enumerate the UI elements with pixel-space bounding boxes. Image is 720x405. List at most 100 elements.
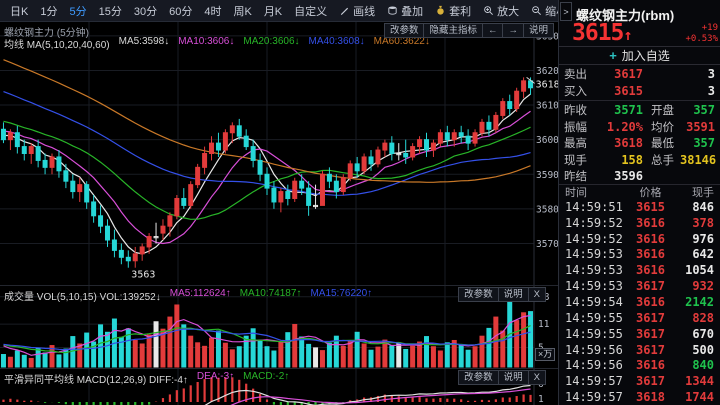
change-value: +19 [701, 23, 718, 33]
quote-label: 总手 [651, 154, 674, 167]
quote-label: 昨结 [564, 171, 587, 184]
quote-value: 3617 [614, 67, 643, 82]
period-4hour[interactable]: 4时 [198, 1, 227, 21]
tape-row[interactable]: 14:59:53 3616 642 [559, 247, 720, 263]
tape-row[interactable]: 14:59:56 3616 840 [559, 357, 720, 373]
period-4hour-label: 4时 [204, 5, 222, 18]
indicator-label: 均线 MA(5,10,20,40,60) [4, 40, 110, 51]
trade-qty: 1344 [685, 374, 714, 389]
trade-time: 14:59:53 [565, 247, 623, 262]
trade-price: 3615 [636, 199, 665, 214]
period-60min-label: 60分 [169, 5, 193, 18]
tape-row[interactable]: 14:59:56 3617 500 [559, 342, 720, 358]
trade-time: 14:59:57 [565, 390, 623, 405]
period-5min[interactable]: 5分 [63, 1, 92, 21]
volume-unit-label: ×万 [535, 348, 556, 361]
quote-value: 3615 [614, 83, 643, 98]
trade-qty: 1054 [685, 263, 714, 278]
trade-qty: 840 [692, 358, 714, 373]
pane-button-改参数[interactable]: 改参数 [458, 287, 499, 302]
tape-row[interactable]: 14:59:57 3617 1344 [559, 373, 720, 389]
tape-row[interactable]: 14:59:51 3615 846 [559, 199, 720, 215]
tape-row[interactable]: 14:59:52 3616 976 [559, 231, 720, 247]
pane-button-改参数[interactable]: 改参数 [458, 370, 499, 385]
tape-row[interactable]: 14:59:53 3617 932 [559, 278, 720, 294]
quote-label: 最低 [651, 138, 674, 151]
volume-pane[interactable]: 成交量 VOL(5,10,15) VOL:139252↓ MA5:112624↑ M… [0, 285, 558, 368]
svg-text:3580: 3580 [536, 204, 558, 215]
tape-row[interactable]: 14:59:54 3616 2142 [559, 294, 720, 310]
pane-button-说明[interactable]: 说明 [497, 370, 529, 385]
main-pane-buttons: 改参数 隐藏主指标 ← → 说明 [383, 23, 554, 38]
candlestick-pane[interactable]: 螺纹钢主力 (5分钟) 均线 MA(5,10,20,40,60) MA5:3598… [0, 22, 558, 285]
last-price: 3615↑ [572, 20, 633, 46]
volume-pane-buttons: 改参数 说明 X [458, 287, 546, 302]
quote-row: 卖出 3617 3 [559, 66, 720, 83]
tape-row[interactable]: 14:59:55 3617 828 [559, 310, 720, 326]
volume-chart[interactable]: 18115 [0, 286, 558, 368]
quote-row: 现手 158 总手 38146 [559, 152, 720, 169]
tape-row[interactable]: 14:59:53 3616 1054 [559, 262, 720, 278]
tape-row[interactable]: 14:59:55 3617 670 [559, 326, 720, 342]
panel-collapse-button[interactable]: > [560, 2, 572, 21]
draw-line-tool[interactable]: 画线 [333, 1, 381, 21]
indicator-label: MA10:74187↑ [239, 288, 302, 299]
svg-text:3600: 3600 [536, 135, 558, 146]
indicator-label: MA5:112624↑ [169, 288, 231, 299]
pane-button-改参数[interactable]: 改参数 [383, 23, 425, 38]
zoom-out-tool[interactable]: 缩小 [525, 1, 558, 21]
tape-row[interactable]: 14:59:57 3618 1744 [559, 389, 720, 405]
arbitrage-tool[interactable]: 套利 [429, 1, 477, 21]
period-week-k[interactable]: 周K [227, 1, 257, 21]
price-change: +19 +0.53% [685, 23, 718, 45]
trade-price: 3617 [636, 374, 665, 389]
pane-button-X[interactable]: X [527, 287, 546, 302]
zoom-in-tool-icon [483, 5, 494, 16]
pane-button-隐藏主指标[interactable]: 隐藏主指标 [423, 23, 483, 38]
quote-value: 357 [693, 136, 715, 151]
period-day-k[interactable]: 日K [4, 1, 34, 21]
indicator-label: MA20:3606↓ [243, 36, 300, 47]
candlestick-chart[interactable]: 363036203610360035903580357036183563 [0, 22, 558, 285]
trade-qty: 500 [692, 342, 714, 357]
period-month-k[interactable]: 月K [258, 1, 288, 21]
indicator-label: MACD:-2↑ [243, 371, 290, 382]
period-5min-label: 5分 [69, 5, 87, 18]
period-15min-label: 15分 [98, 5, 122, 18]
plus-icon: + [609, 48, 617, 63]
zoom-in-tool[interactable]: 放大 [477, 1, 525, 21]
pane-button-→[interactable]: → [502, 23, 524, 38]
indicator-label: 平滑异同平均线 MACD(12,26,9) DIFF:-4↑ [4, 375, 188, 386]
indicator-label: MA5:3598↓ [118, 36, 170, 47]
period-60min[interactable]: 60分 [163, 1, 198, 21]
tape-row[interactable]: 14:59:52 3616 378 [559, 215, 720, 231]
add-watchlist-button[interactable]: + 加入自选 [559, 46, 720, 65]
macd-pane[interactable]: 平滑异同平均线 MACD(12,26,9) DIFF:-4↑ DEA:-3↑ MAC… [0, 368, 558, 405]
period-custom[interactable]: 自定义 [288, 1, 333, 21]
trade-price: 3618 [636, 390, 665, 405]
overlay-tool-label: 叠加 [401, 5, 424, 18]
pane-button-←[interactable]: ← [481, 23, 504, 38]
arbitrage-tool-label: 套利 [449, 5, 472, 18]
trade-price: 3616 [636, 294, 665, 309]
add-watchlist-label: 加入自选 [621, 49, 670, 63]
period-15min[interactable]: 15分 [93, 1, 128, 21]
indicator-label: MA10:3606↓ [178, 36, 235, 47]
quote-row: 买入 3615 3 [559, 83, 720, 100]
trade-time: 14:59:55 [565, 310, 623, 325]
pane-button-X[interactable]: X [527, 370, 546, 385]
trade-time: 14:59:54 [565, 294, 623, 309]
macd-chart[interactable]: 61 [0, 369, 558, 405]
indicator-label: 成交量 VOL(5,10,15) VOL:139252↓ [4, 292, 161, 303]
period-1min[interactable]: 1分 [34, 1, 63, 21]
pane-button-说明[interactable]: 说明 [497, 287, 529, 302]
pane-button-说明[interactable]: 说明 [522, 23, 554, 38]
period-30min[interactable]: 30分 [128, 1, 163, 21]
overlay-tool[interactable]: 叠加 [381, 1, 429, 21]
trade-time: 14:59:57 [565, 374, 623, 389]
tape-column-header: 价格 [639, 187, 662, 199]
quote-label: 昨收 [564, 105, 587, 118]
indicator-label: MA40:3608↓ [308, 36, 365, 47]
